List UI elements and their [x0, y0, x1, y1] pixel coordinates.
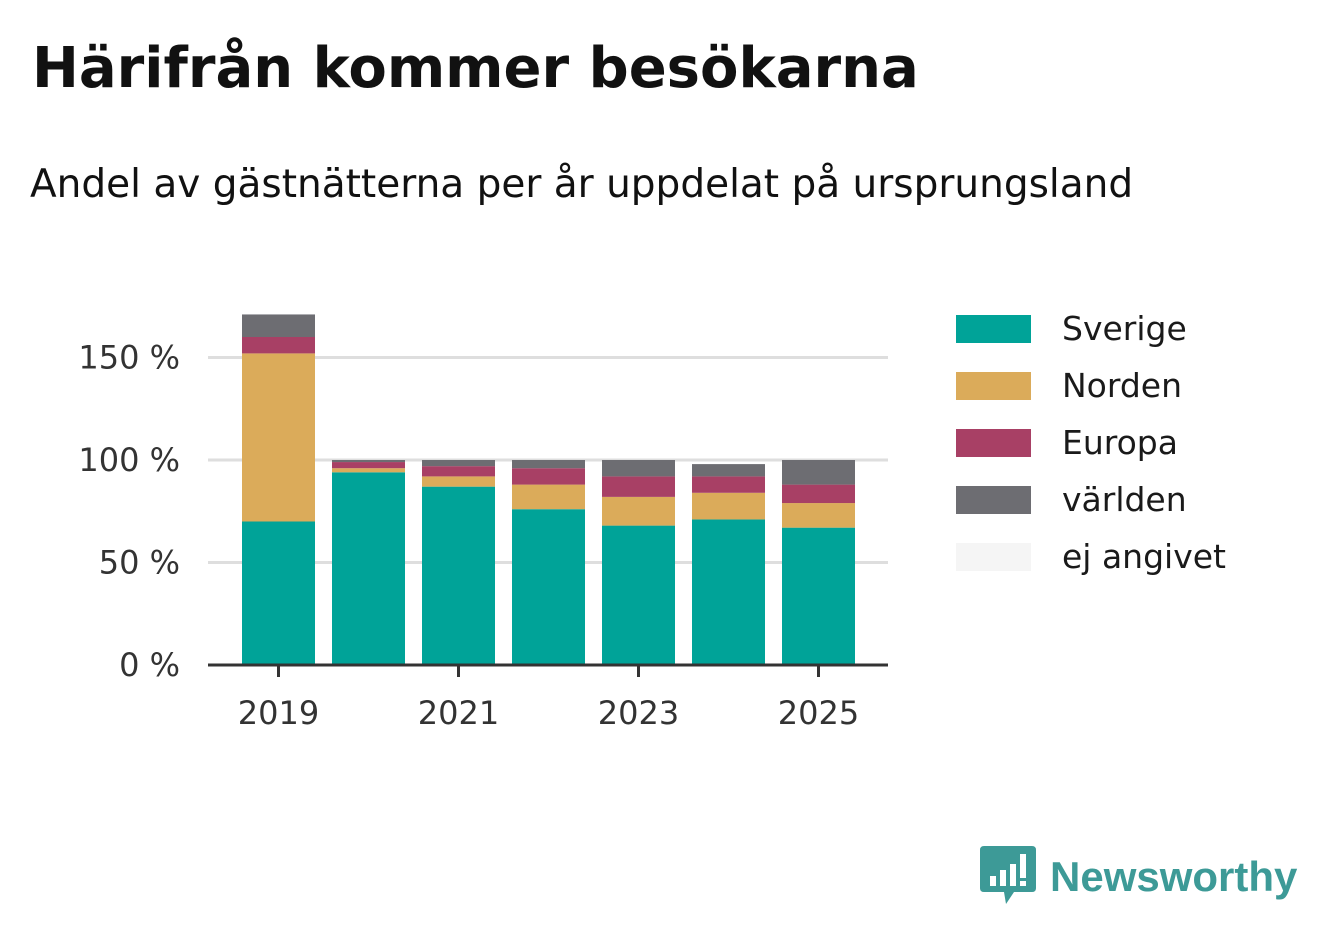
legend-label: Europa	[1062, 423, 1178, 462]
bar-segment	[692, 492, 765, 520]
legend-label: Norden	[1062, 366, 1183, 405]
x-tick-label: 2025	[778, 694, 859, 732]
brand-name: Newsworthy	[1050, 853, 1298, 900]
bar-segment	[512, 509, 585, 665]
bar-segment	[692, 476, 765, 493]
bar-segment	[512, 484, 585, 510]
legend-item: Europa	[956, 414, 1226, 471]
brand-logo: Newsworthy	[980, 846, 1297, 908]
bar-segment	[512, 460, 585, 469]
bar-segment	[332, 460, 405, 463]
axes: 0 % 50 % 100 % 150 % 2019 2021 2023 2025	[78, 339, 888, 732]
legend-swatch	[956, 314, 1031, 343]
bar-segment	[242, 521, 315, 665]
legend-item: ej angivet	[956, 528, 1226, 585]
legend-swatch	[956, 371, 1031, 400]
bar-segment	[242, 353, 315, 522]
legend: Sverige Norden Europa världen ej angivet	[956, 300, 1226, 585]
bar-segment	[782, 484, 855, 504]
legend-item: Sverige	[956, 300, 1226, 357]
bar-segment	[242, 337, 315, 354]
bar-segment	[422, 486, 495, 665]
chart-subtitle: Andel av gästnätterna per år uppdelat på…	[30, 162, 1134, 207]
x-tick-label: 2023	[598, 694, 679, 732]
bar-segment	[692, 519, 765, 665]
bar-segment	[782, 460, 855, 485]
bar-segment	[782, 503, 855, 528]
y-tick-label: 0 %	[119, 646, 180, 684]
legend-label: ej angivet	[1062, 537, 1226, 576]
bar-segment	[602, 476, 675, 497]
legend-label: Sverige	[1062, 309, 1187, 348]
chart-title: Härifrån kommer besökarna	[32, 36, 919, 101]
bar-segment	[422, 460, 495, 467]
legend-label: världen	[1062, 480, 1187, 519]
bar-segment	[332, 472, 405, 665]
legend-item: Norden	[956, 357, 1226, 414]
bars	[242, 314, 855, 665]
legend-swatch	[956, 485, 1031, 514]
bar-segment	[602, 460, 675, 477]
bar-segment	[602, 525, 675, 665]
bar-segment	[422, 476, 495, 487]
y-tick-label: 100 %	[78, 441, 180, 479]
y-tick-label: 50 %	[99, 544, 180, 582]
x-tick-label: 2019	[238, 694, 319, 732]
x-tick-label: 2021	[418, 694, 499, 732]
bar-segment	[332, 462, 405, 469]
bar-segment	[602, 496, 675, 526]
legend-swatch	[956, 428, 1031, 457]
legend-item: världen	[956, 471, 1226, 528]
bar-segment	[332, 468, 405, 473]
bar-segment	[692, 464, 765, 477]
newsworthy-logo-icon	[980, 846, 1036, 904]
legend-swatch	[956, 542, 1031, 571]
bar-segment	[242, 314, 315, 337]
bar-segment	[782, 527, 855, 665]
bar-segment	[422, 466, 495, 477]
bar-segment	[512, 468, 585, 485]
y-tick-label: 150 %	[78, 339, 180, 377]
